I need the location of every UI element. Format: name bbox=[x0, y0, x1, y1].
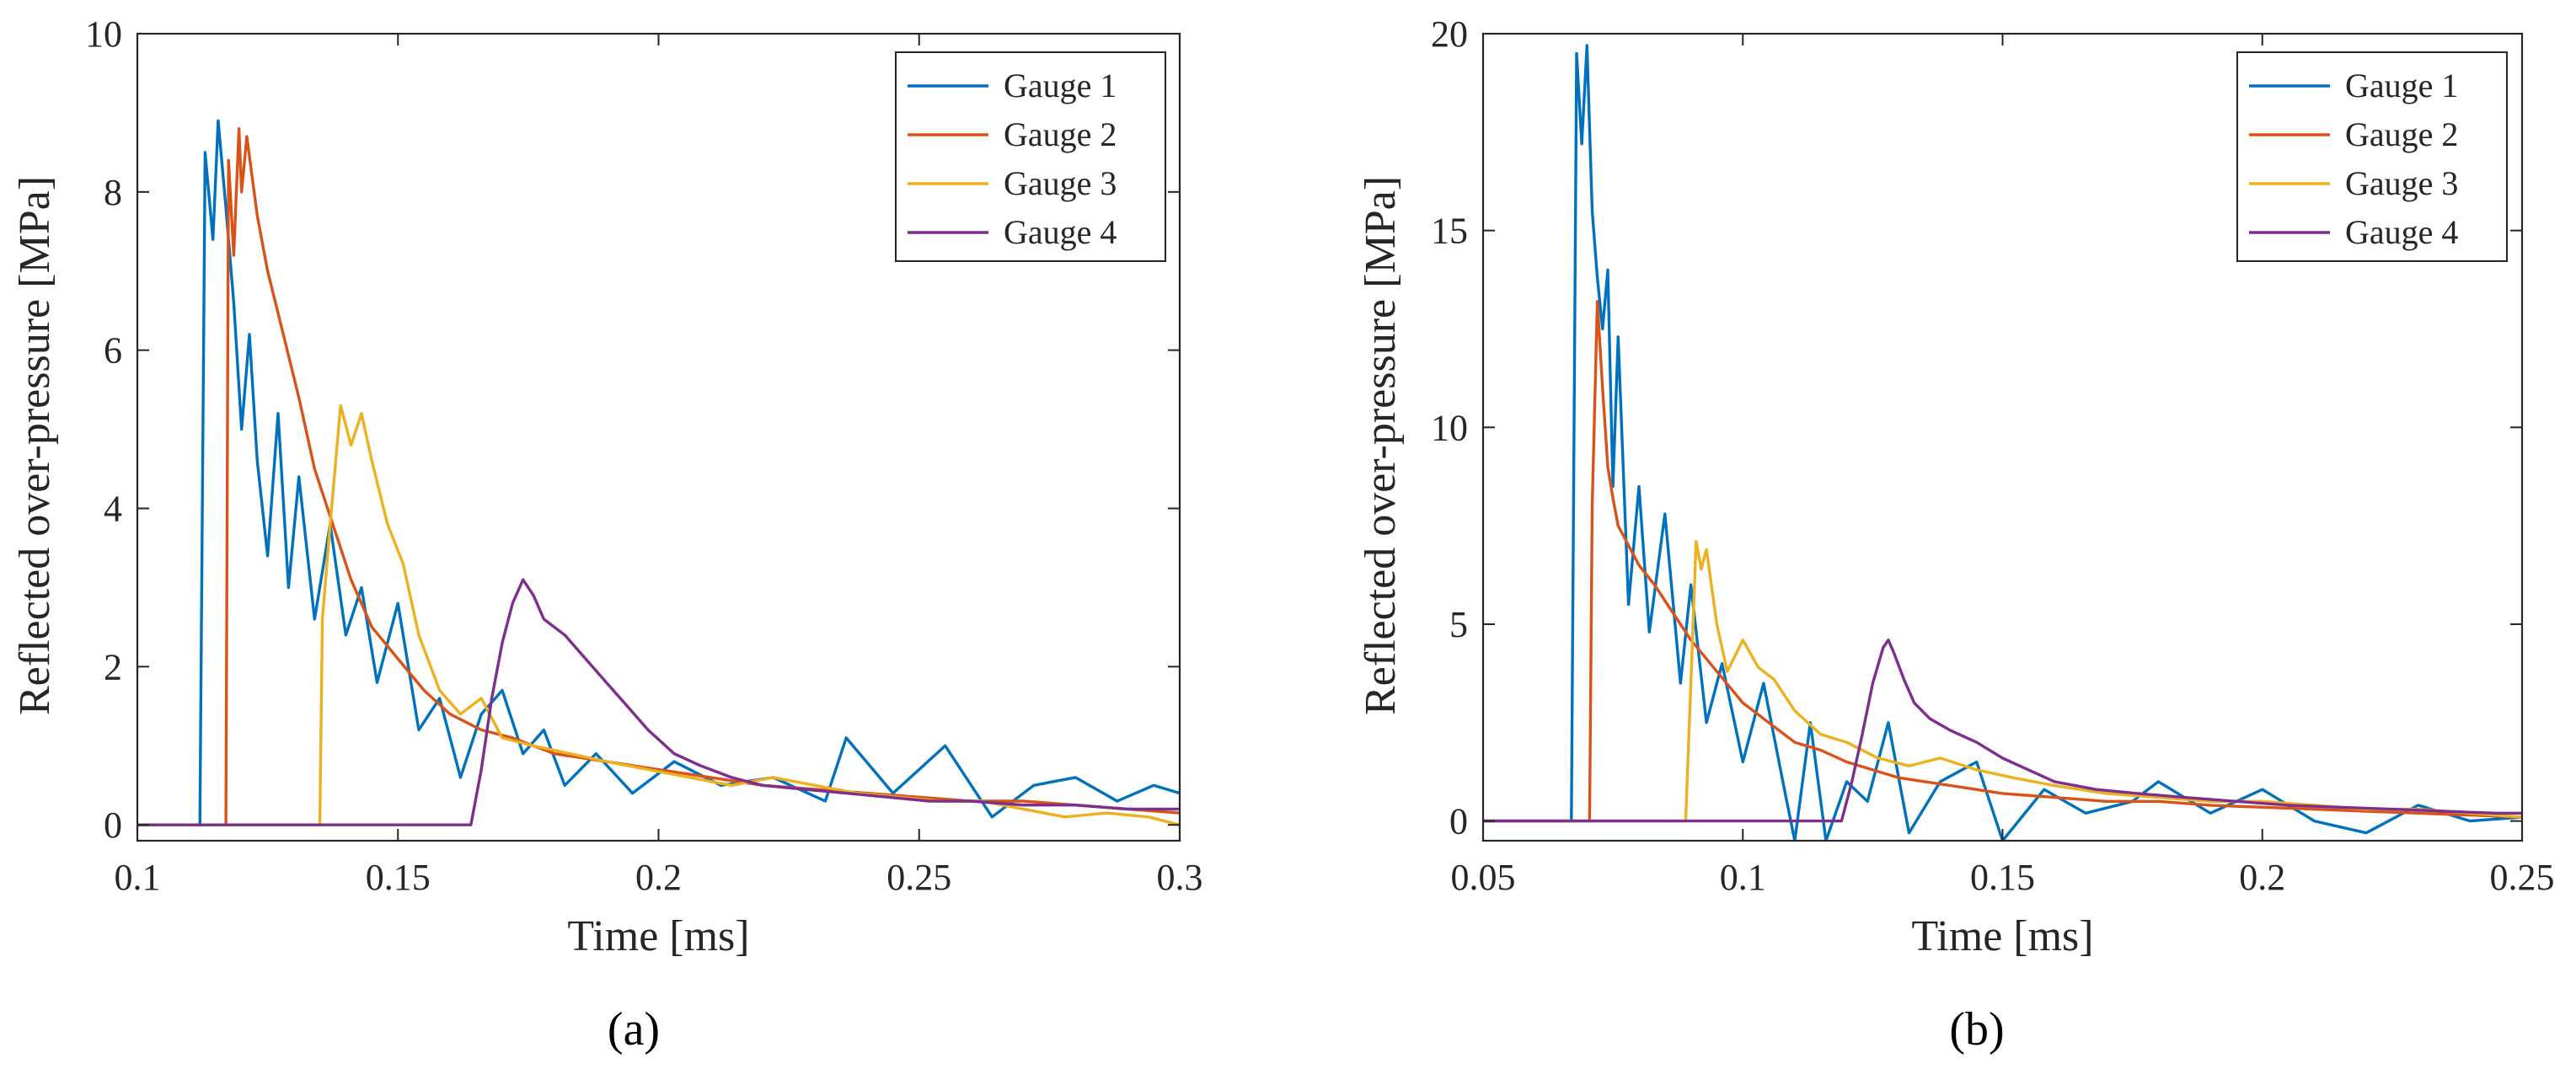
panel-a-chart: 0.1 0.15 0.2 0.25 0.3 0 2 4 6 8 10 Time [ms] Refle… bbox=[11, 13, 1203, 1056]
panel-b-x-tick-label: 0.1 bbox=[1720, 857, 1766, 898]
panel-b-series-gauge-1 bbox=[1483, 44, 2522, 841]
panel-b-series-gauge-2 bbox=[1483, 300, 2522, 823]
panel-b-x-tick-label: 0.25 bbox=[2490, 857, 2555, 898]
panel-a-series-gauge-3 bbox=[137, 404, 1180, 826]
panel-a-legend-label-gauge-1: Gauge 1 bbox=[1004, 67, 1117, 104]
panel-b-series-gauge-3 bbox=[1483, 540, 2522, 823]
panel-b-y-tick-label: 5 bbox=[1449, 604, 1468, 645]
panel-b-caption: (b) bbox=[1949, 1003, 2004, 1056]
panel-b-x-tick-label: 0.15 bbox=[1970, 857, 2035, 898]
panel-b-x-tick-label: 0.2 bbox=[2239, 857, 2285, 898]
panel-a-x-tick-label: 0.1 bbox=[115, 857, 161, 898]
panel-b-y-tick-label: 10 bbox=[1431, 407, 1468, 448]
panel-b-series-gauge-4 bbox=[1483, 639, 2522, 823]
panel-a-x-tick-label: 0.25 bbox=[886, 857, 951, 898]
panel-b-y-axis-label: Reflected over-pressure [MPa] bbox=[1357, 176, 1405, 715]
panel-a-y-tick-label: 10 bbox=[85, 13, 122, 55]
panel-b-y-tick-label: 20 bbox=[1431, 13, 1468, 55]
panel-a-x-tick-label: 0.2 bbox=[635, 857, 682, 898]
panel-b-legend-label-gauge-4: Gauge 4 bbox=[2345, 213, 2458, 251]
panel-a-legend-label-gauge-2: Gauge 2 bbox=[1004, 115, 1117, 153]
panel-b-legend-label-gauge-3: Gauge 3 bbox=[2345, 164, 2458, 202]
panel-a-y-tick-label: 4 bbox=[104, 489, 122, 530]
panel-a-ticks: 0.1 0.15 0.2 0.25 0.3 0 2 4 6 8 10 bbox=[85, 13, 1203, 898]
panel-a-y-tick-label: 0 bbox=[104, 804, 122, 846]
panel-b-chart: 0.05 0.1 0.15 0.2 0.25 0 5 10 15 20 Time [ms] Ref… bbox=[1357, 13, 2555, 1056]
panel-b-y-tick-label: 15 bbox=[1431, 211, 1468, 252]
panel-a-legend-label-gauge-4: Gauge 4 bbox=[1004, 213, 1117, 251]
panel-b-y-tick-label: 0 bbox=[1449, 801, 1468, 842]
panel-a-series-gauge-1 bbox=[137, 119, 1180, 826]
panel-a-x-tick-label: 0.3 bbox=[1157, 857, 1203, 898]
panel-a-caption: (a) bbox=[608, 1003, 660, 1056]
panel-a-y-axis-label: Reflected over-pressure [MPa] bbox=[11, 176, 59, 715]
panel-b-x-tick-label: 0.05 bbox=[1451, 857, 1516, 898]
panel-a-series-gauge-4 bbox=[137, 578, 1180, 826]
panel-a-legend-label-gauge-3: Gauge 3 bbox=[1004, 164, 1117, 202]
panel-b-legend: Gauge 1 Gauge 2 Gauge 3 Gauge 4 bbox=[2236, 51, 2508, 262]
panel-b-series-layer bbox=[1483, 44, 2522, 841]
panel-a-x-axis-label: Time [ms] bbox=[567, 912, 749, 960]
panel-a-y-tick-label: 6 bbox=[104, 330, 122, 371]
panel-a-x-tick-label: 0.15 bbox=[366, 857, 431, 898]
panel-b-ticks: 0.05 0.1 0.15 0.2 0.25 0 5 10 15 20 bbox=[1431, 13, 2555, 898]
panel-a-legend: Gauge 1 Gauge 2 Gauge 3 Gauge 4 bbox=[895, 51, 1166, 262]
panel-a-series-layer bbox=[137, 119, 1180, 826]
panel-b-legend-label-gauge-1: Gauge 1 bbox=[2345, 67, 2458, 104]
panel-b-x-axis-label: Time [ms] bbox=[1911, 912, 2093, 960]
panel-a-series-gauge-2 bbox=[137, 126, 1180, 826]
panel-a-y-tick-label: 8 bbox=[104, 172, 122, 213]
panel-a-y-tick-label: 2 bbox=[104, 646, 122, 687]
panel-b-legend-label-gauge-2: Gauge 2 bbox=[2345, 115, 2458, 153]
